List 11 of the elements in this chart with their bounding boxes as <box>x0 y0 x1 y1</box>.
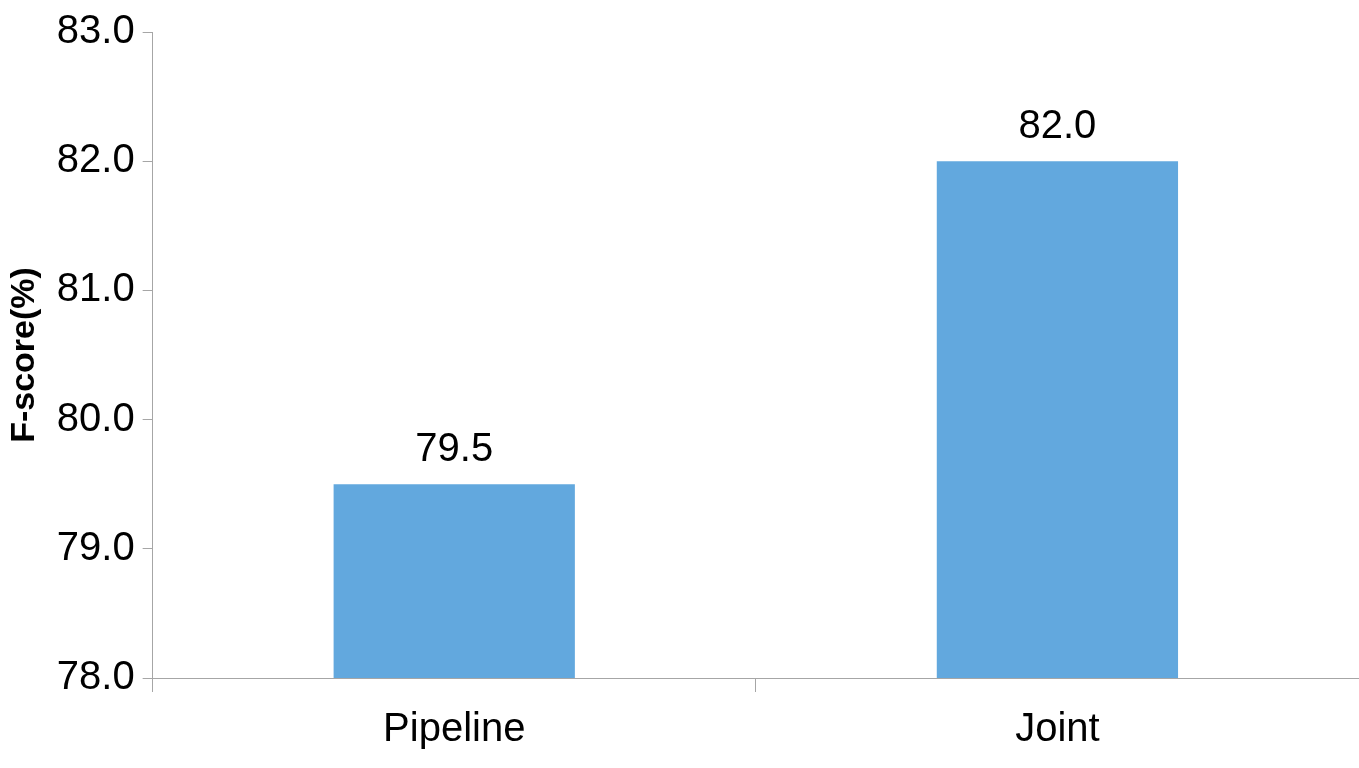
y-tick-label: 79.0 <box>56 523 135 568</box>
data-label: 82.0 <box>1018 102 1097 147</box>
y-tick-label: 83.0 <box>56 7 135 52</box>
data-label: 79.5 <box>415 425 494 470</box>
y-tick-label: 81.0 <box>56 265 135 310</box>
x-tick-label: Pipeline <box>383 705 526 750</box>
y-tick-label: 82.0 <box>56 136 135 181</box>
y-tick-label: 80.0 <box>56 394 135 439</box>
y-axis-title: F-score(%) <box>2 267 41 443</box>
x-tick-label: Joint <box>1015 705 1100 750</box>
y-tick-label: 78.0 <box>56 653 135 698</box>
